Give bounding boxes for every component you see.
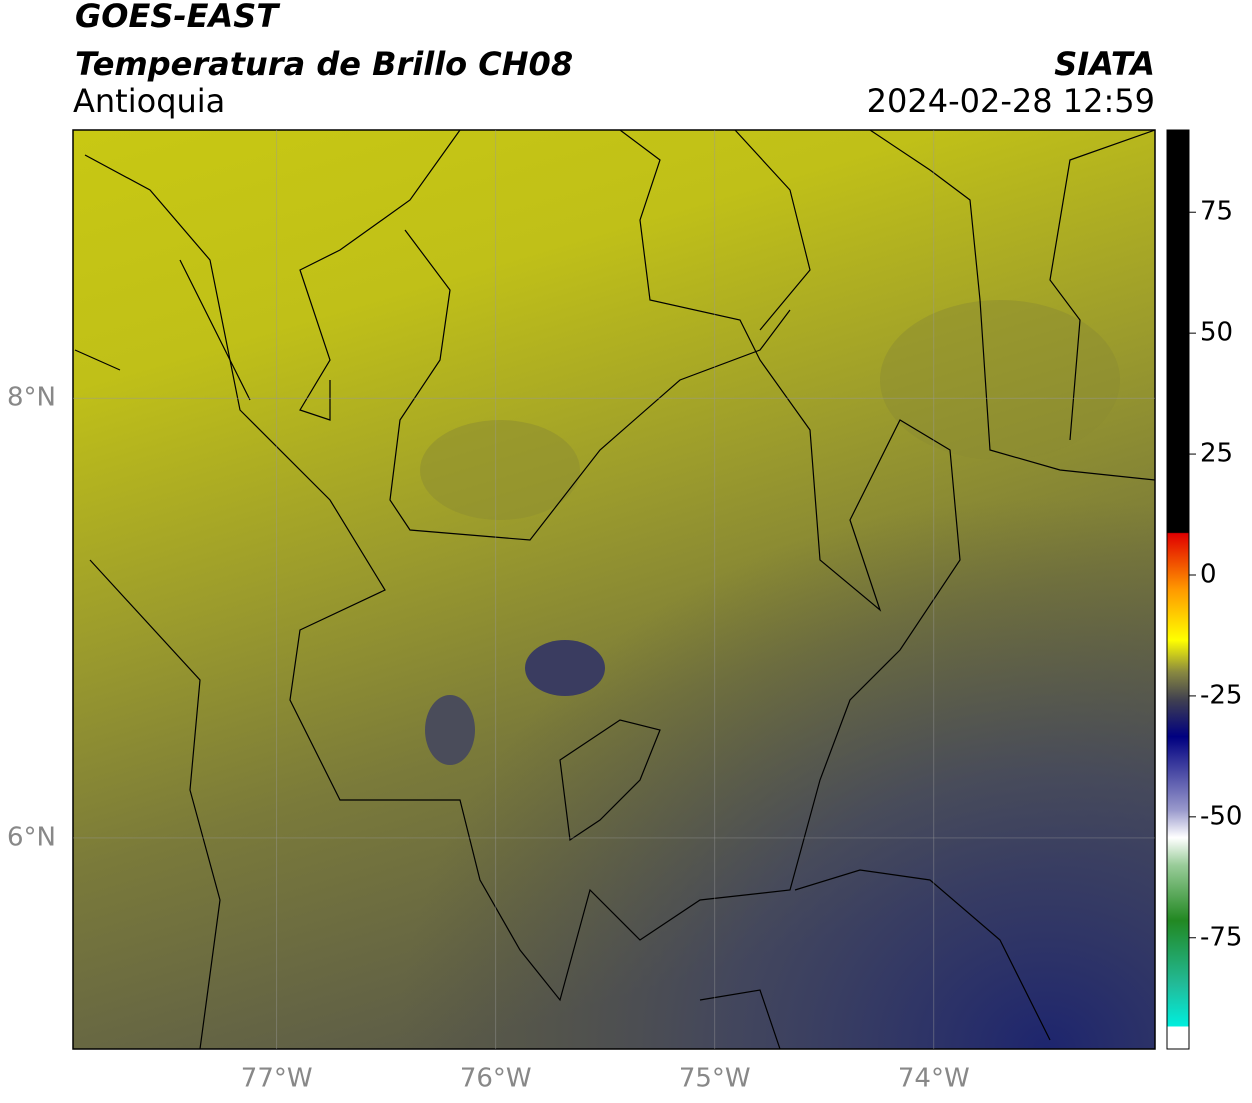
imagery — [73, 130, 1155, 1049]
colorbar-tick-label: -25 — [1200, 680, 1242, 710]
colorbar-tick-label: 0 — [1200, 559, 1217, 589]
source: SIATA — [1054, 45, 1155, 83]
title: GOES-EAST — [75, 0, 280, 35]
y-tick-label: 6°N — [7, 822, 56, 852]
colorbar-tick-label: 25 — [1200, 439, 1233, 469]
colorbar-tick-label: 75 — [1200, 197, 1233, 227]
colorbar-tick-label: -75 — [1200, 922, 1242, 952]
x-tick-label: 75°W — [679, 1064, 751, 1094]
cold-cell — [425, 695, 475, 765]
cold-cell — [525, 640, 605, 696]
x-tick-label: 76°W — [460, 1064, 532, 1094]
cloud — [420, 420, 580, 520]
map-frame — [72, 129, 1156, 1050]
datetime: 2024-02-28 12:59 — [867, 82, 1155, 120]
colorbar-tick-label: 50 — [1200, 318, 1233, 348]
cold-region — [73, 130, 1155, 1049]
x-tick-label: 74°W — [898, 1064, 970, 1094]
subtitle: Temperatura de Brillo CH08 — [75, 45, 573, 83]
region: Antioquia — [73, 82, 225, 120]
y-tick-label: 8°N — [7, 383, 56, 413]
x-tick-label: 77°W — [241, 1064, 313, 1094]
colorbar — [1166, 129, 1190, 1050]
colorbar-tick-label: -50 — [1200, 801, 1242, 831]
cloud — [880, 300, 1120, 460]
